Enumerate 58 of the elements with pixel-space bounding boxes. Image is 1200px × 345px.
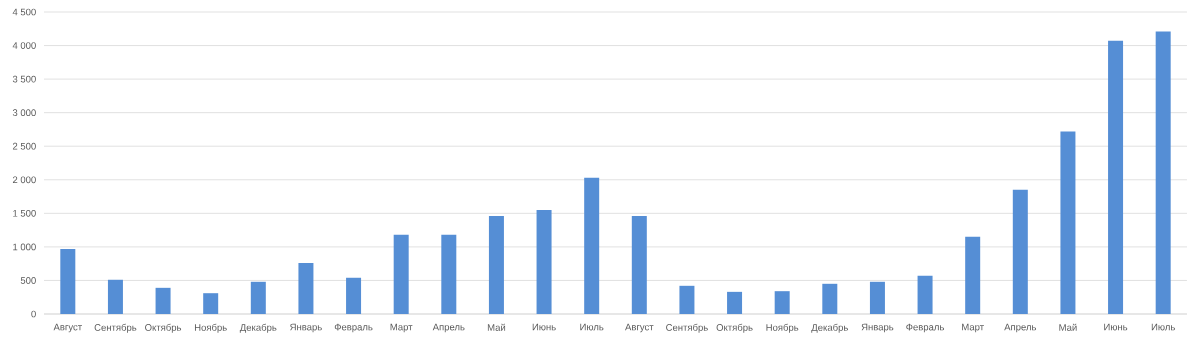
- bar: [60, 248, 76, 314]
- bar: [250, 281, 266, 314]
- y-tick-label: 1 000: [13, 243, 36, 251]
- bar: [869, 281, 885, 314]
- bar: [203, 293, 219, 314]
- x-tick-label: Август: [53, 323, 82, 333]
- x-tick-label: Октябрь: [145, 323, 182, 333]
- bar: [679, 285, 695, 314]
- x-tick-label: Апрель: [1004, 323, 1037, 333]
- y-tick-label: 3 000: [12, 109, 36, 117]
- y-tick-label: 500: [20, 277, 36, 284]
- bar: [393, 234, 409, 314]
- bar: [774, 291, 790, 314]
- y-tick-label: 0: [31, 310, 36, 318]
- bar: [965, 236, 981, 314]
- x-tick-label: Декабрь: [811, 323, 848, 333]
- x-tick-label: Февраль: [334, 323, 373, 333]
- x-tick-label: Декабрь: [239, 323, 277, 333]
- bar: [298, 263, 314, 314]
- x-tick-label: Май: [1059, 323, 1077, 331]
- x-tick-label: Февраль: [906, 323, 944, 333]
- x-tick-label: Ноябрь: [766, 323, 799, 333]
- bar: [1155, 31, 1171, 314]
- x-tick-label: Июнь: [532, 323, 556, 331]
- y-tick-label: 4 000: [12, 42, 36, 49]
- bar: [917, 275, 933, 314]
- x-tick-label: Август: [625, 323, 654, 333]
- bar: [488, 216, 504, 314]
- bar: [584, 177, 600, 314]
- x-tick-label: Июнь: [1104, 323, 1128, 331]
- bar: [727, 291, 743, 314]
- bar: [822, 283, 838, 314]
- bar: [1060, 131, 1076, 314]
- y-tick-label: 2 500: [12, 142, 36, 150]
- x-tick-label: Сентябрь: [94, 323, 137, 333]
- x-tick-label: Апрель: [432, 323, 465, 333]
- y-tick-label: 3 500: [12, 75, 36, 83]
- bar: [441, 234, 457, 314]
- x-tick-label: Октябрь: [716, 323, 753, 333]
- y-tick-label: 4 500: [12, 8, 36, 16]
- x-tick-label: Март: [390, 323, 413, 333]
- x-tick-label: Июль: [580, 323, 604, 331]
- y-tick-label: 1 500: [13, 209, 36, 217]
- x-tick-label: Ноябрь: [194, 323, 227, 333]
- x-tick-label: Январь: [861, 323, 894, 333]
- bar: [107, 279, 123, 314]
- bar: [1012, 189, 1028, 314]
- bar: [631, 216, 647, 314]
- x-tick-label: Сентябрь: [666, 323, 708, 333]
- x-tick-label: Март: [962, 323, 984, 333]
- y-tick-label: 2 000: [12, 176, 36, 184]
- bar: [155, 287, 171, 314]
- x-tick-label: Июль: [1151, 323, 1175, 331]
- bar: [1108, 40, 1124, 314]
- x-tick-label: Январь: [290, 323, 322, 333]
- bar: [536, 209, 552, 314]
- bar: [346, 277, 362, 314]
- x-tick-label: Май: [487, 323, 506, 331]
